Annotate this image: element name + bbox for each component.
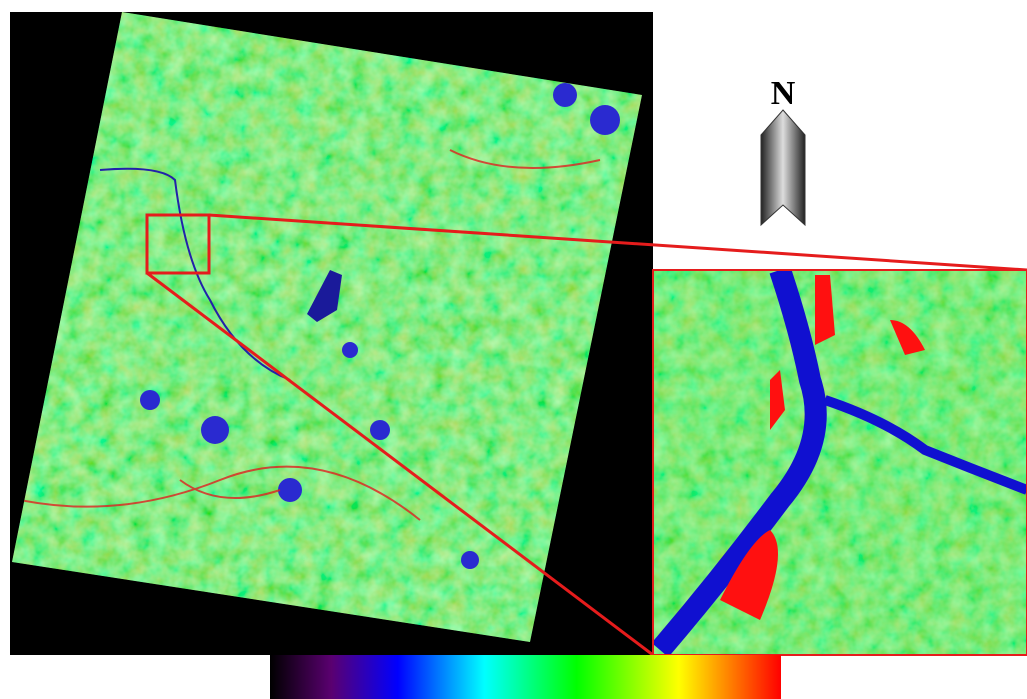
inset-image (653, 270, 1027, 655)
color-bar (270, 655, 781, 699)
map-figure: N (0, 0, 1027, 699)
north-arrow: N (761, 75, 805, 225)
north-label: N (771, 75, 796, 112)
